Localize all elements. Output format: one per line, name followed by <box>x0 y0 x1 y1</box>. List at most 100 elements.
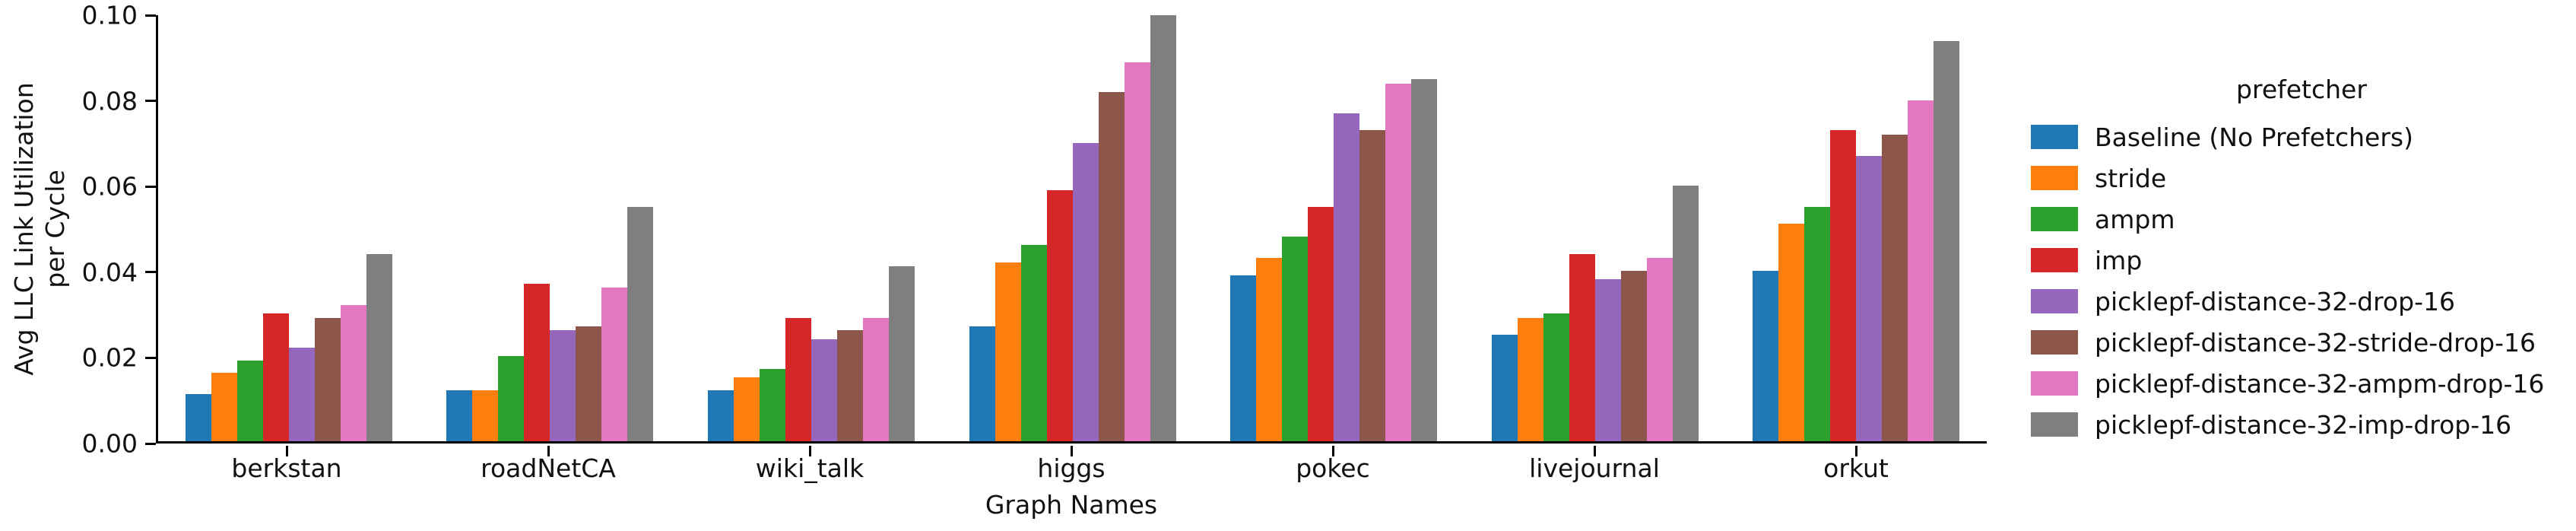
x-axis-label: Graph Names <box>985 490 1158 520</box>
x-tick-label-orkut: orkut <box>1823 453 1889 483</box>
legend-entries: Baseline (No Prefetchers) stride ampm imp pi… <box>2031 116 2572 445</box>
bar-imp-orkut <box>1830 130 1857 441</box>
legend-label: picklepf-distance-32-ampm-drop-16 <box>2095 368 2545 399</box>
bar-picklepf-distance-32-imp-drop-16-berkstan <box>366 253 392 441</box>
bar-picklepf-distance-32-ampm-drop-16-pokec <box>1385 83 1412 441</box>
x-tick-mark <box>1593 446 1596 456</box>
legend-label: picklepf-distance-32-stride-drop-16 <box>2095 327 2536 358</box>
legend-label: Baseline (No Prefetchers) <box>2095 122 2413 152</box>
x-tick-mark <box>808 446 811 456</box>
legend-entry: picklepf-distance-32-imp-drop-16 <box>2031 404 2572 445</box>
y-tick-mark <box>145 185 156 188</box>
legend-label: ampm <box>2095 204 2175 234</box>
bar-group-higgs <box>942 15 1204 441</box>
x-tick-label-pokec: pokec <box>1296 453 1370 483</box>
x-tick-label-wiki_talk: wiki_talk <box>755 453 864 483</box>
x-tick-mark <box>1331 446 1334 456</box>
bar-picklepf-distance-32-stride-drop-16-orkut <box>1882 134 1908 441</box>
bar-stride-livejournal <box>1517 317 1543 441</box>
bar-stride-pokec <box>1256 258 1283 441</box>
y-tick-label: 0.06 <box>81 171 138 202</box>
x-tick-label-livejournal: livejournal <box>1529 453 1660 483</box>
legend-entry: ampm <box>2031 199 2572 240</box>
plot-area <box>156 15 1987 444</box>
legend-entry: stride <box>2031 157 2572 199</box>
bar-Baseline (No Prefetchers)-roadNetCA <box>446 390 473 441</box>
bar-picklepf-distance-32-drop-16-higgs <box>1072 143 1099 441</box>
y-tick-mark <box>145 100 156 103</box>
legend-swatch-Baseline (No Prefetchers) <box>2031 125 2078 149</box>
x-tick-mark <box>547 446 550 456</box>
bar-picklepf-distance-32-ampm-drop-16-wiki_talk <box>862 317 889 441</box>
bar-picklepf-distance-32-drop-16-wiki_talk <box>811 339 837 441</box>
legend-swatch-picklepf-distance-32-stride-drop-16 <box>2031 330 2078 355</box>
bar-imp-pokec <box>1308 207 1334 441</box>
bar-picklepf-distance-32-drop-16-orkut <box>1856 155 1883 441</box>
x-tick-mark <box>285 446 288 456</box>
bar-ampm-berkstan <box>236 360 263 441</box>
legend-entry: Baseline (No Prefetchers) <box>2031 116 2572 157</box>
bar-picklepf-distance-32-ampm-drop-16-livejournal <box>1646 258 1673 441</box>
bar-picklepf-distance-32-imp-drop-16-higgs <box>1150 15 1176 441</box>
legend: prefetcher Baseline (No Prefetchers) stri… <box>2031 75 2572 445</box>
legend-entry: imp <box>2031 240 2572 281</box>
bar-picklepf-distance-32-drop-16-roadNetCA <box>550 330 576 441</box>
bar-picklepf-distance-32-imp-drop-16-wiki_talk <box>888 266 915 441</box>
bar-Baseline (No Prefetchers)-higgs <box>969 326 995 441</box>
legend-label: picklepf-distance-32-imp-drop-16 <box>2095 409 2512 440</box>
bar-stride-orkut <box>1778 224 1805 441</box>
bar-group-pokec <box>1203 15 1464 441</box>
y-tick-label: 0.02 <box>81 342 138 373</box>
x-tick-label-berkstan: berkstan <box>231 453 342 483</box>
y-tick-label: 0.10 <box>81 0 138 30</box>
legend-swatch-picklepf-distance-32-drop-16 <box>2031 289 2078 313</box>
y-tick-mark <box>145 14 156 17</box>
bar-picklepf-distance-32-imp-drop-16-roadNetCA <box>627 207 654 441</box>
bar-Baseline (No Prefetchers)-livejournal <box>1491 335 1518 441</box>
y-axis: 0.00 0.02 0.04 0.06 0.08 0.10 <box>0 3 156 456</box>
bar-imp-berkstan <box>262 313 289 441</box>
x-tick-mark <box>1070 446 1073 456</box>
bar-picklepf-distance-32-drop-16-berkstan <box>288 347 315 441</box>
x-axis-ticks <box>156 444 1987 456</box>
bar-picklepf-distance-32-imp-drop-16-livejournal <box>1672 186 1699 441</box>
bar-stride-wiki_talk <box>733 377 760 441</box>
x-tick-label-higgs: higgs <box>1037 453 1106 483</box>
legend-entry: picklepf-distance-32-ampm-drop-16 <box>2031 363 2572 404</box>
bar-picklepf-distance-32-stride-drop-16-berkstan <box>314 317 341 441</box>
bar-imp-wiki_talk <box>785 317 811 441</box>
bar-ampm-roadNetCA <box>498 356 525 441</box>
legend-swatch-picklepf-distance-32-imp-drop-16 <box>2031 412 2078 437</box>
bar-picklepf-distance-32-imp-drop-16-orkut <box>1934 40 1960 441</box>
bar-picklepf-distance-32-ampm-drop-16-higgs <box>1124 62 1150 441</box>
bar-group-roadNetCA <box>420 15 681 441</box>
bar-picklepf-distance-32-drop-16-pokec <box>1334 113 1360 441</box>
y-tick-mark <box>145 356 156 359</box>
bar-picklepf-distance-32-stride-drop-16-higgs <box>1098 91 1125 441</box>
bar-ampm-livejournal <box>1543 313 1569 441</box>
legend-label: imp <box>2095 245 2143 275</box>
legend-swatch-stride <box>2031 166 2078 190</box>
legend-swatch-picklepf-distance-32-ampm-drop-16 <box>2031 371 2078 396</box>
bar-imp-roadNetCA <box>524 283 550 441</box>
y-tick-mark <box>145 271 156 274</box>
y-tick-label: 0.08 <box>81 86 138 116</box>
bar-group-orkut <box>1725 15 1987 441</box>
bar-picklepf-distance-32-stride-drop-16-livejournal <box>1620 271 1647 441</box>
bar-Baseline (No Prefetchers)-berkstan <box>185 394 211 441</box>
y-tick-mark <box>145 442 156 445</box>
bar-stride-berkstan <box>211 373 237 441</box>
bar-picklepf-distance-32-imp-drop-16-pokec <box>1411 79 1438 441</box>
bar-group-berkstan <box>158 15 420 441</box>
bar-picklepf-distance-32-ampm-drop-16-orkut <box>1908 100 1934 441</box>
x-tick-label-roadNetCA: roadNetCA <box>481 453 616 483</box>
legend-label: stride <box>2095 163 2167 193</box>
bar-group-wiki_talk <box>680 15 942 441</box>
bar-Baseline (No Prefetchers)-orkut <box>1753 271 1779 441</box>
x-tick-mark <box>1854 446 1857 456</box>
bar-picklepf-distance-32-ampm-drop-16-berkstan <box>340 304 366 441</box>
legend-entry: picklepf-distance-32-drop-16 <box>2031 281 2572 322</box>
y-tick-label: 0.04 <box>81 257 138 288</box>
legend-entry: picklepf-distance-32-stride-drop-16 <box>2031 322 2572 363</box>
